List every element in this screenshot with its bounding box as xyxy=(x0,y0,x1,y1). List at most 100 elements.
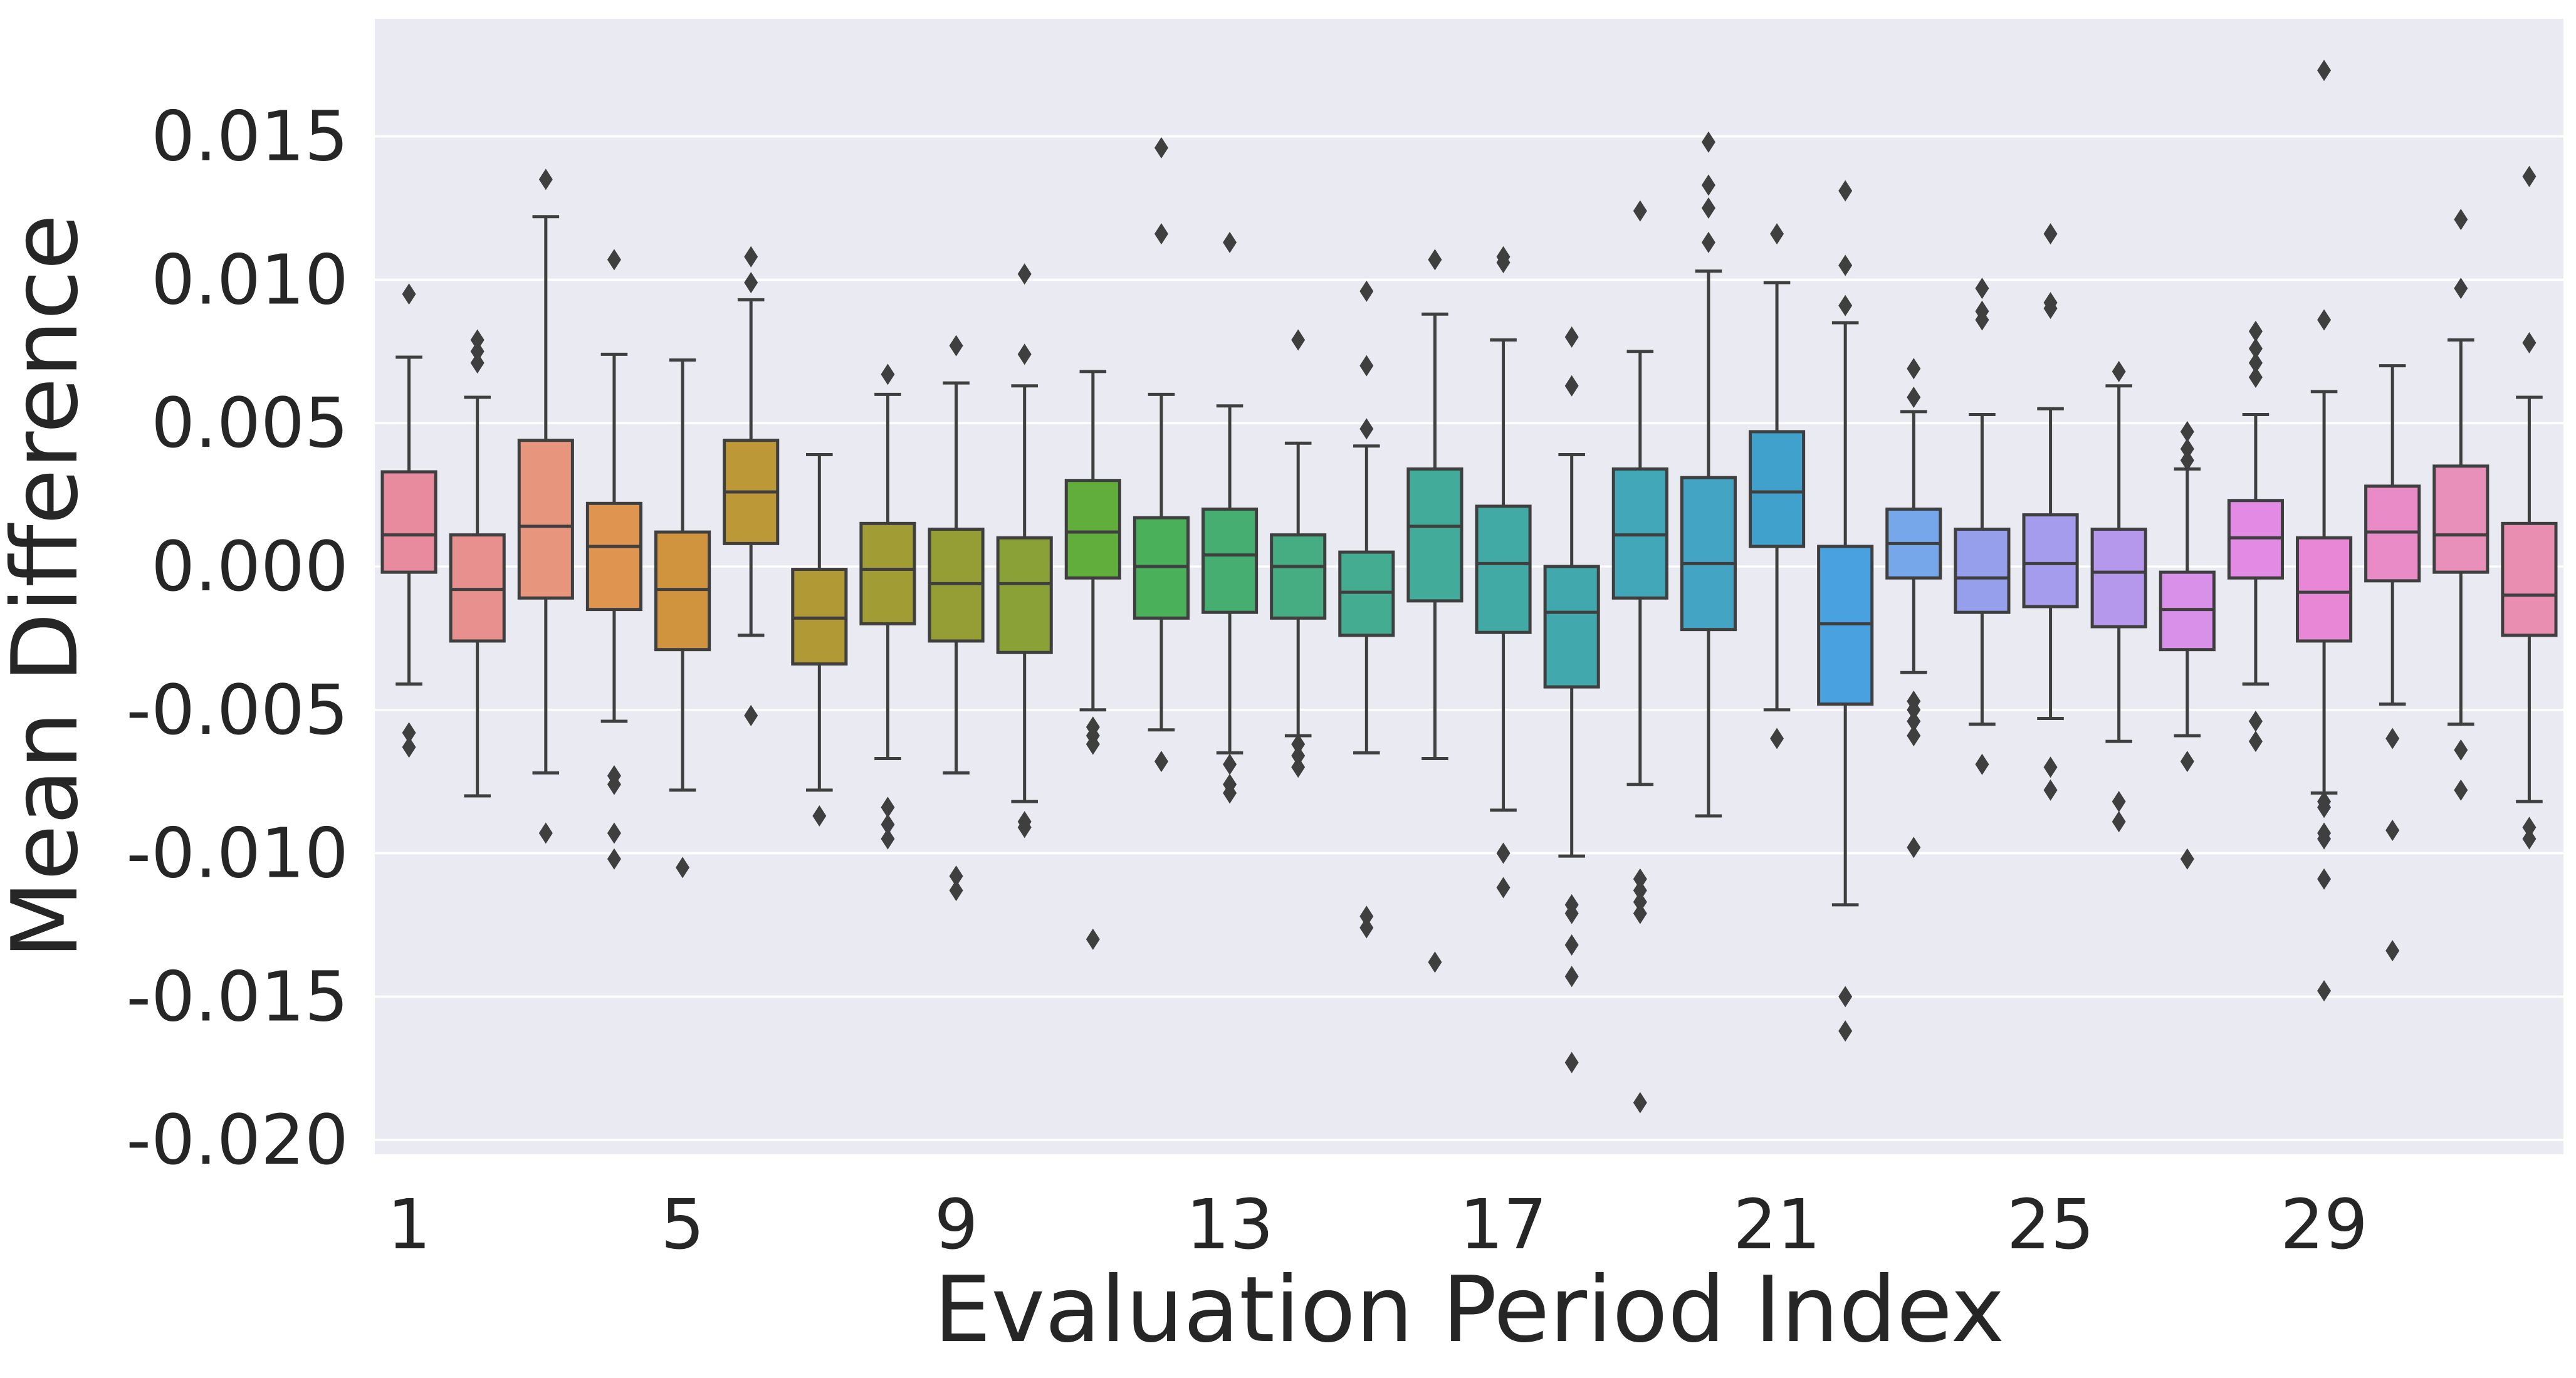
outlier-point xyxy=(1975,278,1989,300)
outlier-point xyxy=(470,352,484,374)
boxes xyxy=(380,60,2558,1114)
box-period-21 xyxy=(1749,223,1806,749)
x-axis-title: Evaluation Period Index xyxy=(934,1257,2005,1363)
outlier-point xyxy=(470,329,484,351)
outlier-point xyxy=(402,722,416,744)
outlier-point xyxy=(1838,254,1853,276)
box-period-32 xyxy=(2501,165,2558,850)
outlier-point xyxy=(949,880,963,902)
outlier-point xyxy=(1359,917,1374,939)
y-tick-label: -0.005 xyxy=(126,670,348,750)
outlier-point xyxy=(1154,751,1168,773)
iqr-box xyxy=(859,521,916,625)
outlier-point xyxy=(2522,828,2537,850)
outlier-point xyxy=(1154,223,1168,245)
outlier-point xyxy=(949,865,963,887)
outlier-point xyxy=(1086,928,1100,950)
outlier-point xyxy=(2248,731,2263,753)
outlier-point xyxy=(2317,796,2332,818)
box-period-30 xyxy=(2364,364,2421,962)
outlier-point xyxy=(2385,940,2400,962)
x-tick-label: 17 xyxy=(1460,1184,1547,1265)
outlier-point xyxy=(1086,733,1100,755)
outlier-point xyxy=(2317,868,2332,890)
outlier-point xyxy=(1291,756,1306,778)
outlier-point xyxy=(1564,1052,1579,1073)
box-period-10 xyxy=(996,263,1053,838)
outlier-point xyxy=(538,169,553,191)
outlier-point xyxy=(1359,280,1374,302)
outlier-point xyxy=(744,271,758,293)
outlier-point xyxy=(607,249,621,271)
box-period-16 xyxy=(1406,249,1463,973)
iqr-box xyxy=(2090,527,2147,629)
iqr-box xyxy=(1475,504,1532,634)
outlier-point xyxy=(1701,197,1715,219)
outlier-point xyxy=(1291,733,1306,755)
y-tick-labels: 0.015 0.010 0.005 0.000 -0.005 -0.010 -0.015 -0… xyxy=(126,97,348,1181)
iqr-box xyxy=(1202,507,1259,614)
box-period-26 xyxy=(2090,360,2147,833)
outlier-point xyxy=(1291,329,1306,351)
box-period-6 xyxy=(723,246,780,726)
iqr-box xyxy=(517,439,574,600)
outlier-point xyxy=(1223,231,1237,253)
outlier-point xyxy=(1975,753,1989,775)
outlier-point xyxy=(1838,180,1853,202)
outlier-point xyxy=(2043,779,2058,801)
iqr-box xyxy=(1406,467,1463,603)
outlier-point xyxy=(2522,165,2537,187)
outlier-point xyxy=(2248,338,2263,360)
outlier-point xyxy=(1496,251,1511,273)
outlier-point xyxy=(1017,817,1032,838)
box-period-11 xyxy=(1064,370,1121,950)
x-tick-label: 5 xyxy=(661,1184,704,1265)
outlier-point xyxy=(1633,200,1647,222)
outlier-point xyxy=(2317,60,2332,81)
outlier-point xyxy=(607,848,621,870)
iqr-box xyxy=(1270,533,1327,620)
outlier-point xyxy=(1496,877,1511,899)
outlier-point xyxy=(1223,782,1237,804)
box-period-4 xyxy=(585,249,642,870)
y-tick-label: -0.020 xyxy=(126,1100,348,1180)
outlier-point xyxy=(1359,355,1374,377)
outlier-point xyxy=(1907,711,1921,733)
outlier-point xyxy=(2522,817,2537,838)
box-period-13 xyxy=(1202,231,1259,804)
outlier-point xyxy=(1154,137,1168,159)
box-period-8 xyxy=(859,363,916,850)
outlier-point xyxy=(2454,209,2468,231)
outlier-point xyxy=(1907,837,1921,859)
outlier-point xyxy=(2317,309,2332,331)
outlier-point xyxy=(2454,739,2468,761)
y-axis-title: Mean Difference xyxy=(0,214,98,959)
outlier-point xyxy=(2248,320,2263,342)
y-tick-label: 0.000 xyxy=(151,526,348,607)
box-period-23 xyxy=(1885,358,1942,859)
iqr-box xyxy=(2432,464,2490,574)
outlier-point xyxy=(1428,249,1442,271)
outlier-point xyxy=(1701,131,1715,153)
outlier-point xyxy=(2317,828,2332,850)
y-tick-label: 0.005 xyxy=(151,383,348,463)
x-tick-label: 25 xyxy=(2007,1184,2095,1265)
outlier-point xyxy=(2043,298,2058,320)
outlier-point xyxy=(2522,332,2537,354)
y-tick-label: -0.015 xyxy=(126,956,348,1036)
y-tick-label: 0.015 xyxy=(151,97,348,177)
outlier-point xyxy=(2043,223,2058,245)
iqr-box xyxy=(1064,479,1121,580)
box-period-2 xyxy=(449,329,506,798)
outlier-point xyxy=(2454,278,2468,300)
x-tick-label: 29 xyxy=(2280,1184,2368,1265)
outlier-point xyxy=(744,246,758,268)
outlier-point xyxy=(1633,902,1647,924)
box-period-28 xyxy=(2227,320,2284,753)
outlier-point xyxy=(1564,934,1579,956)
outlier-point xyxy=(1838,295,1853,316)
outlier-point xyxy=(881,828,895,850)
outlier-point xyxy=(1017,263,1032,285)
